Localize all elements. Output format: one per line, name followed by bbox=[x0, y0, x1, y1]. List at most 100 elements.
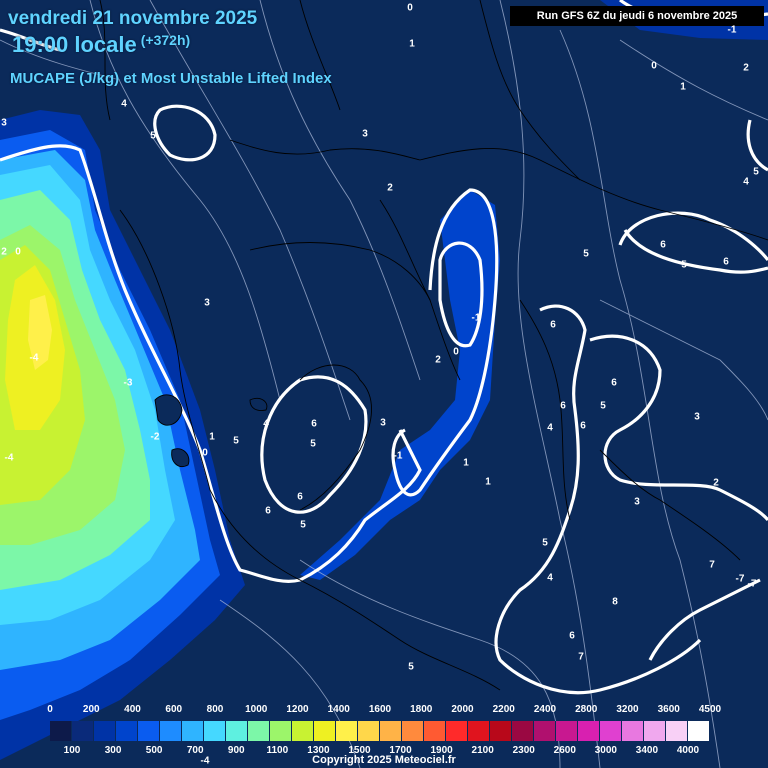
legend-tick-label: 600 bbox=[165, 704, 183, 715]
contour-value-label: 5 bbox=[233, 435, 239, 447]
contour-value-label: 4 bbox=[547, 572, 553, 584]
legend-swatch bbox=[468, 721, 490, 741]
legend-swatch bbox=[490, 721, 512, 741]
legend-swatch bbox=[556, 721, 578, 741]
contour-value-label: 5 bbox=[310, 438, 316, 450]
legend-tick-label: 2800 bbox=[575, 704, 598, 715]
legend-swatch bbox=[666, 721, 688, 741]
legend-swatch bbox=[204, 721, 226, 741]
legend-tick-label: 200 bbox=[82, 704, 100, 715]
legend-ticks-top: 0 200 400 600 800 1000 1200 1400 1600 1800 2000 220… bbox=[47, 704, 721, 718]
legend-tick-label: 4000 bbox=[676, 745, 700, 756]
contour-value-label: 6 bbox=[660, 239, 666, 251]
contour-value-label: 2 bbox=[743, 62, 749, 74]
legend-swatch bbox=[116, 721, 138, 741]
legend-tick-label: 2400 bbox=[533, 704, 557, 715]
contour-value-label: 5 bbox=[150, 130, 156, 142]
contour-value-label: 5 bbox=[753, 166, 759, 178]
legend-tick-label: 2600 bbox=[553, 745, 576, 756]
legend-tick-label: 1300 bbox=[307, 745, 330, 756]
contour-value-label: -3 bbox=[123, 377, 133, 389]
legend-tick-label: 3600 bbox=[657, 704, 680, 715]
contour-value-label: 4 bbox=[547, 422, 553, 434]
contour-value-label: 6 bbox=[550, 319, 556, 331]
contour-value-label: 2 bbox=[435, 354, 441, 366]
legend-tick-label: 900 bbox=[227, 745, 245, 756]
legend-swatch bbox=[512, 721, 534, 741]
legend-swatch bbox=[446, 721, 468, 741]
legend-swatch bbox=[314, 721, 336, 741]
contour-value-label: 3 bbox=[362, 128, 368, 140]
legend-tick-label: 1400 bbox=[327, 704, 350, 715]
legend-ticks-bottom: 100 300 500 700 900 1100 1300 1500 1700 1900 2100 2… bbox=[50, 745, 710, 759]
contour-value-label: 3 bbox=[634, 496, 640, 508]
legend-tick-label: 2000 bbox=[451, 704, 474, 715]
contour-value-label: 4 bbox=[263, 418, 269, 430]
contour-value-label: 2 bbox=[387, 182, 393, 194]
contour-value-label: -1 bbox=[393, 450, 403, 462]
contour-value-label: 3 bbox=[204, 297, 210, 309]
legend-swatch bbox=[226, 721, 248, 741]
legend-swatch bbox=[688, 721, 710, 741]
legend-tick-label: 1100 bbox=[266, 745, 289, 756]
legend-swatch bbox=[600, 721, 622, 741]
legend-tick-label: 100 bbox=[63, 745, 81, 756]
legend-swatch bbox=[380, 721, 402, 741]
contour-value-label: 6 bbox=[311, 418, 317, 430]
legend-swatch bbox=[402, 721, 424, 741]
forecast-local-time: 19:00 locale bbox=[12, 32, 137, 57]
contour-value-label: 6 bbox=[723, 256, 729, 268]
legend-tick-label: 1500 bbox=[348, 745, 371, 756]
model-run-label: Run GFS 6Z du jeudi 6 novembre 2025 bbox=[510, 6, 764, 26]
legend-tick-label: 0 bbox=[47, 704, 53, 715]
legend-swatch bbox=[160, 721, 182, 741]
legend-swatch bbox=[336, 721, 358, 741]
forecast-date: vendredi 21 novembre 2025 bbox=[8, 8, 258, 29]
contour-value-label: 1 bbox=[409, 38, 415, 50]
legend-tick-label: 1000 bbox=[245, 704, 268, 715]
contour-value-label: -7 bbox=[747, 578, 757, 590]
contour-value-label: 0 bbox=[651, 60, 657, 72]
legend-swatch bbox=[424, 721, 446, 741]
contour-value-label: 0 bbox=[407, 2, 413, 14]
legend-swatch bbox=[50, 721, 72, 741]
legend-tick-label: 1700 bbox=[389, 745, 412, 756]
contour-value-label: -4 bbox=[200, 755, 210, 767]
legend-tick-label: 400 bbox=[124, 704, 141, 715]
legend-swatch bbox=[644, 721, 666, 741]
islands bbox=[154, 394, 268, 467]
contour-value-label: 2 bbox=[1, 246, 7, 258]
parameter-title: MUCAPE (J/kg) et Most Unstable Lifted In… bbox=[10, 70, 332, 87]
contour-value-label: 1 bbox=[209, 431, 215, 443]
legend-tick-label: 3200 bbox=[616, 704, 639, 715]
contour-value-label: 6 bbox=[580, 420, 586, 432]
legend-tick-label: 700 bbox=[186, 745, 204, 756]
legend-swatch bbox=[578, 721, 600, 741]
contour-value-label: 7 bbox=[709, 559, 715, 571]
contour-value-label: -4 bbox=[29, 352, 39, 364]
legend-swatch bbox=[292, 721, 314, 741]
forecast-lead-time: (+372h) bbox=[140, 32, 191, 48]
contour-value-label: 2 bbox=[713, 477, 719, 489]
contour-value-label: 5 bbox=[583, 248, 589, 260]
legend-swatch bbox=[534, 721, 556, 741]
legend-tick-label: 500 bbox=[145, 745, 163, 756]
contour-value-label: 6 bbox=[265, 505, 271, 517]
contour-value-label: -7 bbox=[735, 573, 745, 585]
forecast-time: 19:00 locale (+372h) bbox=[12, 32, 190, 58]
contour-value-label: -1 bbox=[471, 312, 481, 324]
contour-value-label: -2 bbox=[150, 431, 160, 443]
contour-value-label: -1 bbox=[727, 24, 737, 36]
contour-value-label: 5 bbox=[681, 259, 687, 271]
legend-tick-label: 2300 bbox=[512, 745, 535, 756]
contour-value-label: 6 bbox=[560, 400, 566, 412]
legend-tick-label: 3400 bbox=[635, 745, 659, 756]
legend-tick-label: 800 bbox=[206, 704, 224, 715]
copyright-notice: Copyright 2025 Meteociel.fr bbox=[312, 754, 456, 766]
contour-value-label: 8 bbox=[612, 596, 618, 608]
contour-value-label: 5 bbox=[542, 537, 548, 549]
legend-tick-label: 1800 bbox=[410, 704, 433, 715]
contour-value-label: 6 bbox=[611, 377, 617, 389]
